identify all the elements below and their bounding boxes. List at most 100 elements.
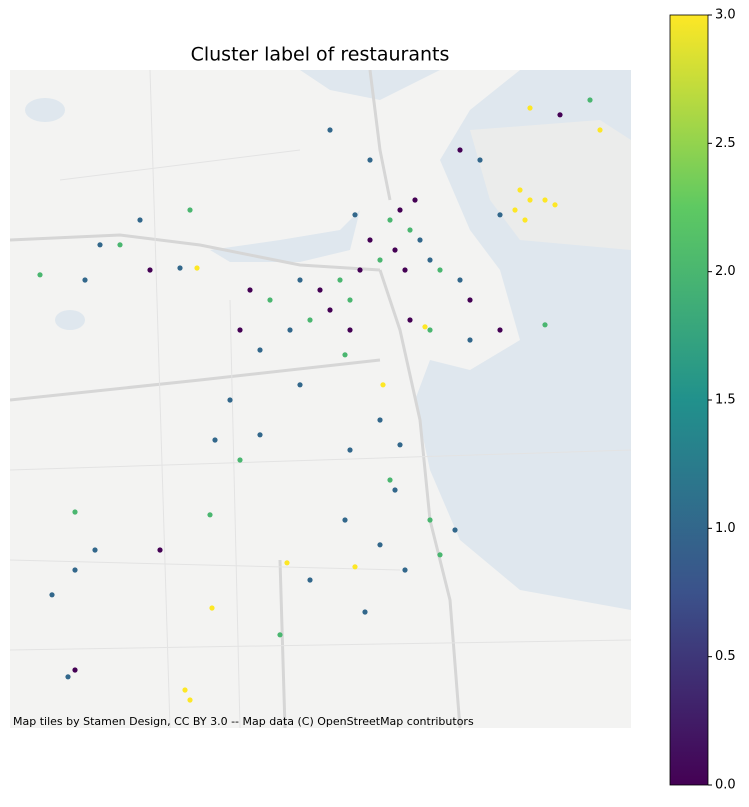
restaurant-point <box>542 322 548 328</box>
restaurant-point <box>397 207 403 213</box>
restaurant-point <box>72 567 78 573</box>
restaurant-point <box>177 265 183 271</box>
restaurant-point <box>407 317 413 323</box>
restaurant-point <box>457 277 463 283</box>
restaurant-point <box>522 217 528 223</box>
restaurant-point <box>427 517 433 523</box>
restaurant-point <box>437 267 443 273</box>
colorbar-tick-label: 1.0 <box>715 521 736 536</box>
restaurant-point <box>342 517 348 523</box>
restaurant-point <box>362 609 368 615</box>
restaurant-point <box>82 277 88 283</box>
restaurant-point <box>377 417 383 423</box>
restaurant-point <box>297 277 303 283</box>
restaurant-point <box>347 297 353 303</box>
colorbar-tick-label: 1.5 <box>715 393 736 408</box>
restaurant-point <box>227 397 233 403</box>
restaurant-point <box>557 112 563 118</box>
restaurant-point <box>377 542 383 548</box>
restaurant-point <box>392 487 398 493</box>
restaurant-point <box>257 347 263 353</box>
colorbar-tick-label: 0.5 <box>715 649 736 664</box>
restaurant-point <box>552 202 558 208</box>
restaurant-point <box>402 567 408 573</box>
colorbar-tick-label: 2.5 <box>715 136 736 151</box>
restaurant-point <box>367 157 373 163</box>
attribution: Map tiles by Stamen Design, CC BY 3.0 --… <box>13 715 474 728</box>
restaurant-point <box>317 287 323 293</box>
restaurant-point <box>277 632 283 638</box>
restaurant-point <box>542 197 548 203</box>
restaurant-point <box>437 552 443 558</box>
restaurant-point <box>147 267 153 273</box>
restaurant-point <box>397 442 403 448</box>
restaurant-point <box>327 307 333 313</box>
restaurant-point <box>347 447 353 453</box>
restaurant-point <box>97 242 103 248</box>
restaurant-point <box>377 257 383 263</box>
restaurant-point <box>287 327 293 333</box>
restaurant-point <box>237 457 243 463</box>
restaurant-point <box>194 265 200 271</box>
restaurant-point <box>257 432 263 438</box>
restaurant-point <box>187 207 193 213</box>
restaurant-point <box>497 212 503 218</box>
restaurant-point <box>357 267 363 273</box>
restaurant-point <box>307 317 313 323</box>
restaurant-point <box>187 697 193 703</box>
restaurant-point <box>527 105 533 111</box>
points <box>37 97 603 703</box>
restaurant-point <box>65 674 71 680</box>
restaurant-point <box>72 509 78 515</box>
restaurant-point <box>307 577 313 583</box>
restaurant-point <box>352 564 358 570</box>
restaurant-point <box>597 127 603 133</box>
restaurant-point <box>342 352 348 358</box>
restaurant-point <box>157 547 163 553</box>
restaurant-point <box>297 382 303 388</box>
restaurant-point <box>182 687 188 693</box>
restaurant-point <box>417 237 423 243</box>
restaurant-point <box>352 212 358 218</box>
restaurant-point <box>247 287 253 293</box>
restaurant-point <box>92 547 98 553</box>
restaurant-point <box>267 297 273 303</box>
restaurant-point <box>367 237 373 243</box>
restaurant-point <box>477 157 483 163</box>
restaurant-point <box>337 277 343 283</box>
restaurant-point <box>117 242 123 248</box>
restaurant-point <box>37 272 43 278</box>
restaurant-point <box>207 512 213 518</box>
restaurant-point <box>284 560 290 566</box>
restaurant-point <box>587 97 593 103</box>
restaurant-point <box>512 207 518 213</box>
restaurant-point <box>212 437 218 443</box>
restaurant-point <box>457 147 463 153</box>
colorbar-tick-label: 3.0 <box>715 8 736 23</box>
restaurant-point <box>387 217 393 223</box>
colorbar <box>669 14 709 786</box>
restaurant-point <box>427 327 433 333</box>
restaurant-point <box>497 327 503 333</box>
colorbar-tick-label: 2.0 <box>715 264 736 279</box>
restaurant-point <box>380 382 386 388</box>
restaurant-point <box>407 227 413 233</box>
restaurant-point <box>327 127 333 133</box>
restaurant-point <box>49 592 55 598</box>
restaurant-point <box>402 267 408 273</box>
restaurant-point <box>209 605 215 611</box>
restaurant-point <box>347 327 353 333</box>
restaurant-point <box>387 477 393 483</box>
restaurant-point <box>527 197 533 203</box>
basemap <box>10 70 631 728</box>
restaurant-point <box>237 327 243 333</box>
restaurant-point <box>517 187 523 193</box>
restaurant-point <box>452 527 458 533</box>
colorbar-tick-label: 0.0 <box>715 778 736 793</box>
restaurant-point <box>392 247 398 253</box>
restaurant-point <box>427 257 433 263</box>
map-title: Cluster label of restaurants <box>191 44 450 66</box>
restaurant-point <box>467 297 473 303</box>
restaurant-point <box>422 324 428 330</box>
